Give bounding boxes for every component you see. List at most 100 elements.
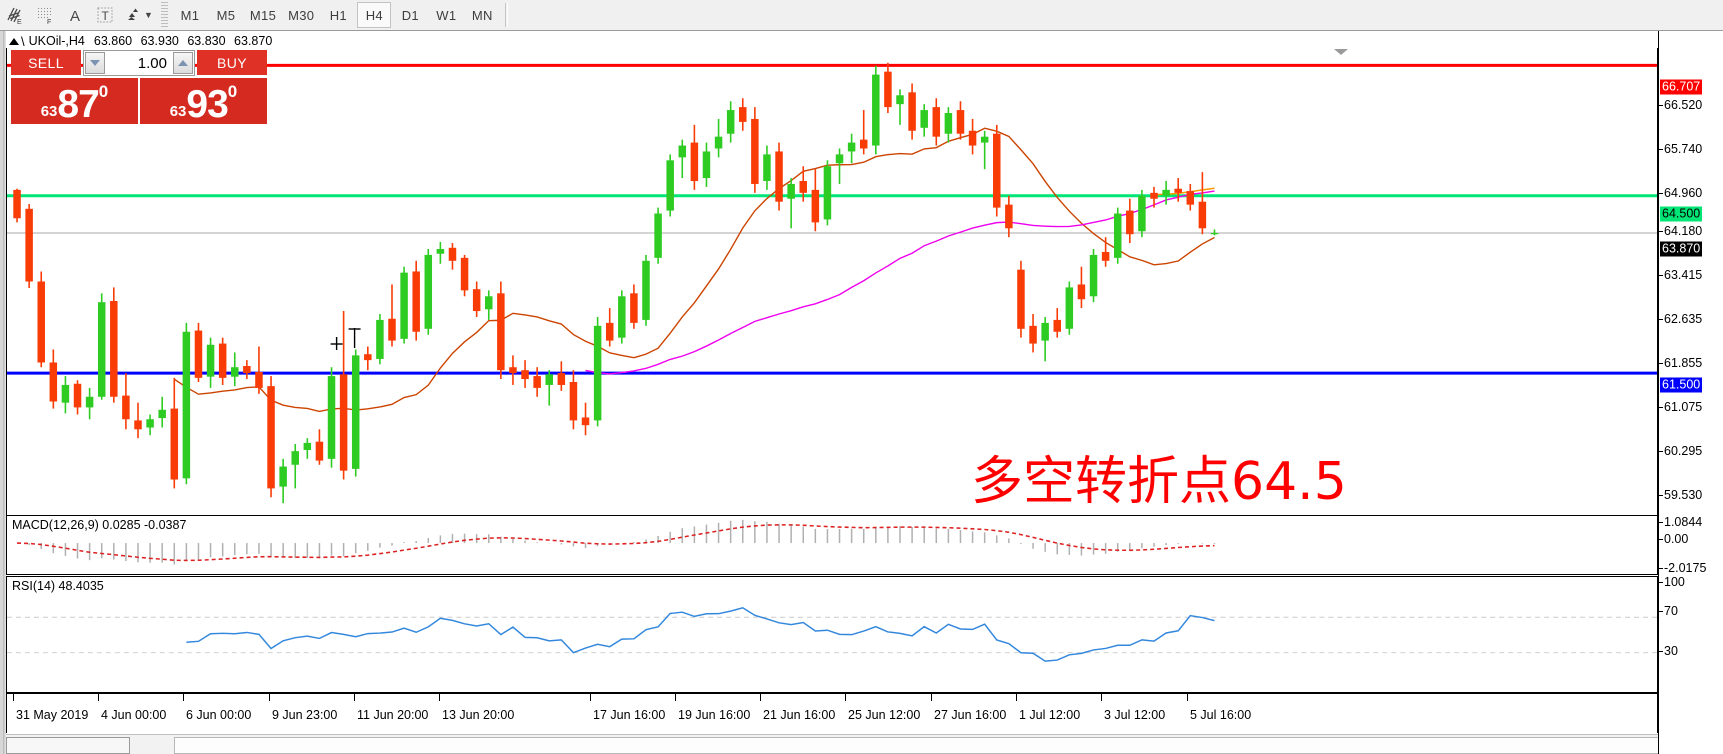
- rsi-axis-tick: 100: [1659, 575, 1685, 589]
- spin-up-icon: [178, 60, 188, 66]
- rsi-pane[interactable]: RSI(14) 48.4035: [6, 576, 1658, 693]
- rsi-label: RSI(14) 48.4035: [12, 579, 104, 593]
- axis-tick-mark: [1659, 582, 1663, 583]
- crosshair-grid-icon[interactable]: F: [30, 1, 60, 29]
- ohlc-close: 63.870: [234, 34, 273, 48]
- price-axis-tick: 64.960: [1659, 186, 1702, 200]
- time-axis-tick: 11 Jun 20:00: [357, 708, 429, 722]
- horizontal-scrollbar[interactable]: [6, 734, 1723, 754]
- toolbar-grip[interactable]: [160, 2, 168, 28]
- time-axis-tick: 21 Jun 16:00: [763, 708, 836, 722]
- axis-tick-mark: [1659, 275, 1663, 276]
- axis-tick-mark: [1659, 149, 1663, 150]
- macd-axis-tick: -2.0175: [1659, 561, 1706, 575]
- price-level-label-horizontal-line[interactable]: 64.500: [1660, 206, 1703, 222]
- time-axis-tick-mark: [183, 694, 184, 701]
- collapse-triangle-icon[interactable]: [9, 37, 19, 45]
- time-axis[interactable]: 31 May 2019 4 Jun 00:00 6 Jun 00:00 9 Jun 2…: [6, 693, 1658, 733]
- sell-price-display[interactable]: 63 87 0: [11, 76, 138, 124]
- tab-timeframe-h1[interactable]: H1: [329, 7, 347, 23]
- sell-price-prefix: 63: [40, 103, 58, 120]
- buy-price-display[interactable]: 63 93 0: [140, 76, 267, 124]
- time-axis-tick-mark: [931, 694, 932, 701]
- time-axis-tick: 27 Jun 16:00: [934, 708, 1007, 722]
- sell-button[interactable]: SELL: [11, 50, 81, 76]
- time-axis-tick-mark: [1187, 694, 1188, 701]
- window-left-edge: [3, 31, 6, 754]
- scrollbar-track[interactable]: [174, 737, 1723, 754]
- price-axis-tick: 66.520: [1659, 98, 1702, 112]
- tab-timeframe-mn[interactable]: MN: [471, 7, 493, 23]
- price-level-label-ask-line[interactable]: 66.707: [1660, 79, 1703, 95]
- chart-annotation-text[interactable]: 多空转折点64.5: [971, 452, 1347, 512]
- price-pane[interactable]: [6, 48, 1658, 515]
- price-axis-tick: 60.295: [1659, 444, 1702, 458]
- toolbar-divider: [505, 3, 509, 27]
- volume-stepper[interactable]: 1.00: [83, 50, 195, 76]
- rsi-axis-tick: 70: [1659, 604, 1678, 618]
- time-axis-tick-mark: [845, 694, 846, 701]
- axis-tick-mark: [1659, 407, 1663, 408]
- macd-axis-tick: 1.0844: [1659, 515, 1702, 529]
- spin-down-icon: [90, 60, 100, 66]
- macd-label: MACD(12,26,9) 0.0285 -0.0387: [12, 518, 187, 532]
- oct-top-row: SELL 1.00 BUY: [11, 50, 267, 76]
- buy-price-main: 93: [186, 83, 228, 126]
- separator-slash: \: [21, 33, 25, 49]
- time-axis-tick: 6 Jun 00:00: [186, 708, 252, 722]
- objects-dropdown-caret-icon[interactable]: ▼: [144, 10, 153, 20]
- symbol-ohlc-header: \ UKOil-,H4 63.860 63.930 63.830 63.870: [9, 33, 277, 49]
- macd-chart-svg: [17, 519, 1216, 565]
- volume-value[interactable]: 1.00: [106, 51, 172, 75]
- axis-tick-mark: [1659, 193, 1663, 194]
- buy-price-suffix: 0: [227, 82, 238, 101]
- scrollbar-thumb[interactable]: [6, 737, 130, 754]
- text-box-icon[interactable]: T: [90, 1, 120, 29]
- time-axis-tick-mark: [590, 694, 591, 701]
- tab-timeframe-m15[interactable]: M15: [249, 7, 277, 23]
- tab-timeframe-d1[interactable]: D1: [401, 7, 419, 23]
- price-axis-tick: 65.740: [1659, 142, 1702, 156]
- price-level-label-last-price[interactable]: 63.870: [1660, 241, 1703, 257]
- volume-decrease-button[interactable]: [85, 52, 105, 74]
- macd-axis-tick: 0.00: [1659, 532, 1688, 546]
- price-axis-tick: 61.075: [1659, 400, 1702, 414]
- buy-button[interactable]: BUY: [197, 50, 267, 76]
- main-toolbar: E F A T: [0, 0, 1723, 31]
- objects-icon[interactable]: [120, 1, 150, 29]
- time-axis-tick: 4 Jun 00:00: [101, 708, 167, 722]
- tab-timeframe-w1[interactable]: W1: [436, 7, 457, 23]
- time-axis-tick-mark: [13, 694, 14, 701]
- time-axis-tick: 31 May 2019: [16, 708, 89, 722]
- axis-tick-mark: [1659, 611, 1663, 612]
- macd-pane[interactable]: MACD(12,26,9) 0.0285 -0.0387: [6, 515, 1658, 575]
- axis-tick-mark: [1659, 451, 1663, 452]
- tab-timeframe-m30[interactable]: M30: [288, 7, 315, 23]
- oct-price-row: 63 87 0 63 93 0: [11, 76, 267, 124]
- axis-tick-mark: [1659, 363, 1663, 364]
- chart-canvas-area[interactable]: \ UKOil-,H4 63.860 63.930 63.830 63.870 …: [0, 31, 1723, 754]
- price-axis[interactable]: 66.520 65.740 64.960 64.180 63.415 62.635 61.8…: [1658, 31, 1723, 754]
- time-axis-tick-mark: [354, 694, 355, 701]
- ohlc-low: 63.830: [187, 34, 226, 48]
- price-chart-svg: [7, 62, 1657, 504]
- indicators-icon[interactable]: E: [0, 1, 30, 29]
- price-axis-tick: 64.180: [1659, 224, 1702, 238]
- tab-timeframe-h4[interactable]: H4: [357, 2, 392, 28]
- time-axis-tick: 19 Jun 16:00: [678, 708, 751, 722]
- text-label-icon[interactable]: A: [60, 1, 90, 29]
- svg-text:T: T: [102, 9, 110, 23]
- axis-tick-mark: [1659, 539, 1663, 540]
- volume-increase-button[interactable]: [173, 52, 193, 74]
- tab-timeframe-m5[interactable]: M5: [216, 7, 236, 23]
- axis-tick-mark: [1659, 231, 1663, 232]
- time-axis-tick: 5 Jul 16:00: [1190, 708, 1252, 722]
- price-level-label-horizontal-line[interactable]: 61.500: [1660, 377, 1703, 393]
- symbol-name: UKOil-,H4: [28, 34, 85, 48]
- time-axis-tick-mark: [98, 694, 99, 701]
- ohlc-high: 63.930: [140, 34, 179, 48]
- one-click-trading-panel[interactable]: SELL 1.00 BUY 63 87 0 63 93 0: [11, 50, 267, 124]
- tab-timeframe-m1[interactable]: M1: [180, 7, 200, 23]
- time-axis-tick: 13 Jun 20:00: [442, 708, 515, 722]
